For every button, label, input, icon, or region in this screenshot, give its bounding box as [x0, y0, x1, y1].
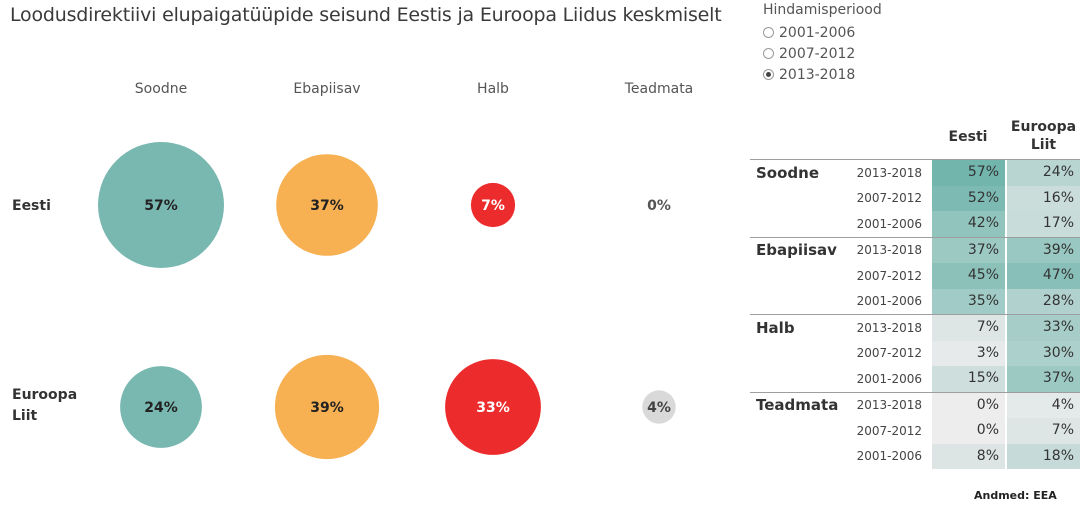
matrix-cell-el: 28% — [1005, 288, 1080, 314]
table-row: 2007-2012 0% 7% — [750, 418, 1080, 444]
period-filter-options: 2001-2006 2007-2012 2013-2018 — [763, 22, 882, 85]
matrix-cell-eesti: 45% — [930, 263, 1005, 289]
matrix-period: 2007-2012 — [856, 191, 922, 206]
bubble-0-1 — [276, 154, 378, 256]
matrix-col-header-el-text: Euroopa Liit — [1010, 119, 1077, 153]
bubble-chart: Soodne Ebapiisav Halb Teadmata Eesti Euroopa L… — [0, 60, 740, 500]
matrix-cell-el: 33% — [1005, 315, 1080, 341]
matrix-cell-el: 47% — [1005, 263, 1080, 289]
column-header-3: Teadmata — [624, 81, 694, 97]
matrix-cell-el: 39% — [1005, 237, 1080, 263]
matrix-cell-eesti: 3% — [930, 340, 1005, 366]
period-option-label: 2007-2012 — [779, 45, 856, 62]
period-option-label: 2013-2018 — [779, 66, 856, 83]
matrix-cell-el: 7% — [1005, 418, 1080, 444]
matrix-cell-el: 17% — [1005, 211, 1080, 237]
matrix-category: Teadmata — [756, 396, 839, 415]
matrix-period: 2001-2006 — [856, 371, 922, 386]
matrix-group-teadmata: Teadmata 2013-2018 0% 4% 2007-2012 0% 7% 2001-2… — [750, 391, 1080, 469]
table-row: 2001-2006 35% 28% — [750, 288, 1080, 314]
bubble-0-0 — [98, 142, 224, 268]
matrix-cell-el: 4% — [1005, 392, 1080, 418]
matrix-cell-eesti: 15% — [930, 366, 1005, 392]
matrix-cell-el: 18% — [1005, 443, 1080, 469]
row-header-0: Eesti — [12, 198, 51, 214]
matrix-cell-eesti: 0% — [930, 392, 1005, 418]
bubble-0-2 — [470, 182, 516, 228]
table-row: Soodne 2013-2018 57% 24% — [750, 160, 1080, 186]
bubble-label-1-2: 33% — [476, 400, 510, 416]
matrix-group-halb: Halb 2013-2018 7% 33% 2007-2012 3% 30% 2001-200… — [750, 314, 1080, 392]
table-row: 2007-2012 52% 16% — [750, 185, 1080, 211]
matrix-cell-eesti: 35% — [930, 288, 1005, 314]
bubble-label-0-0: 57% — [144, 198, 178, 214]
period-filter-title: Hindamisperiood — [763, 2, 882, 18]
bubble-label-1-3: 4% — [647, 400, 671, 416]
column-header-2: Halb — [477, 81, 509, 97]
matrix-cell-el: 24% — [1005, 160, 1080, 186]
table-row: 2007-2012 45% 47% — [750, 263, 1080, 289]
table-row: Teadmata 2013-2018 0% 4% — [750, 392, 1080, 418]
matrix-cell-eesti: 52% — [930, 185, 1005, 211]
matrix-category: Ebapiisav — [756, 241, 837, 260]
table-row: 2001-2006 42% 17% — [750, 211, 1080, 237]
matrix-cell-eesti: 37% — [930, 237, 1005, 263]
table-row: 2001-2006 15% 37% — [750, 366, 1080, 392]
matrix-period: 2001-2006 — [856, 449, 922, 464]
matrix-period: 2007-2012 — [856, 423, 922, 438]
matrix-period: 2013-2018 — [856, 320, 922, 335]
matrix-period: 2001-2006 — [856, 216, 922, 231]
period-filter: Hindamisperiood 2001-2006 2007-2012 2013-2… — [763, 2, 882, 85]
bubble-1-2 — [445, 359, 541, 455]
bubble-1-1 — [274, 354, 380, 460]
matrix-col-header-el: Euroopa Liit — [1007, 118, 1080, 154]
bubble-label-1-1: 39% — [310, 400, 344, 416]
bubble-label-0-1: 37% — [310, 198, 344, 214]
matrix-body: Soodne 2013-2018 57% 24% 2007-2012 52% 16% 2001… — [750, 159, 1080, 469]
matrix-cell-el: 16% — [1005, 185, 1080, 211]
matrix-period: 2013-2018 — [856, 398, 922, 413]
radio-unselected-icon[interactable] — [763, 27, 774, 38]
matrix-period: 2013-2018 — [856, 165, 922, 180]
matrix-category: Halb — [756, 318, 795, 337]
column-header-1: Ebapiisav — [293, 81, 360, 97]
matrix-period: 2013-2018 — [856, 243, 922, 258]
table-row: Halb 2013-2018 7% 33% — [750, 315, 1080, 341]
table-row: 2007-2012 3% 30% — [750, 340, 1080, 366]
bubble-label-0-3: 0% — [647, 198, 671, 214]
radio-unselected-icon[interactable] — [763, 48, 774, 59]
matrix-group-soodne: Soodne 2013-2018 57% 24% 2007-2012 52% 16% 2001… — [750, 159, 1080, 237]
matrix-period: 2007-2012 — [856, 268, 922, 283]
matrix-group-ebapiisav: Ebapiisav 2013-2018 37% 39% 2007-2012 45% 47% 2… — [750, 236, 1080, 314]
matrix-cell-eesti: 57% — [930, 160, 1005, 186]
chart-title: Loodusdirektiivi elupaigatüüpide seisund… — [10, 4, 722, 26]
matrix-cell-el: 37% — [1005, 366, 1080, 392]
source-note: Andmed: EEA — [974, 489, 1057, 502]
matrix-category: Soodne — [756, 163, 820, 182]
bubble-label-0-2: 7% — [481, 198, 505, 214]
table-row: Ebapiisav 2013-2018 37% 39% — [750, 237, 1080, 263]
period-option-label: 2001-2006 — [779, 24, 856, 41]
period-option-2007-2012[interactable]: 2007-2012 — [763, 43, 882, 64]
matrix-cell-eesti: 8% — [930, 443, 1005, 469]
bubble-chart-svg: Soodne Ebapiisav Halb Teadmata Eesti Euroopa L… — [12, 81, 694, 460]
matrix-period: 2007-2012 — [856, 346, 922, 361]
matrix-col-header-eesti: Eesti — [948, 129, 988, 145]
matrix-cell-eesti: 0% — [930, 418, 1005, 444]
bubble-label-1-0: 24% — [144, 400, 178, 416]
matrix-table: Eesti Euroopa Liit Soodne 2013-2018 57% 24%… — [750, 115, 1080, 469]
matrix-cell-eesti: 7% — [930, 315, 1005, 341]
matrix-header: Eesti Euroopa Liit — [750, 115, 1080, 159]
matrix-cell-el: 30% — [1005, 340, 1080, 366]
matrix-period: 2001-2006 — [856, 294, 922, 309]
bubble-1-3 — [642, 390, 676, 424]
matrix-cell-eesti: 42% — [930, 211, 1005, 237]
period-option-2001-2006[interactable]: 2001-2006 — [763, 22, 882, 43]
radio-selected-icon[interactable] — [763, 69, 774, 80]
period-option-2013-2018[interactable]: 2013-2018 — [763, 64, 882, 85]
table-row: 2001-2006 8% 18% — [750, 443, 1080, 469]
column-header-0: Soodne — [135, 81, 187, 97]
row-header-1: Euroopa Liit — [12, 387, 77, 424]
bubble-1-0 — [120, 366, 202, 448]
